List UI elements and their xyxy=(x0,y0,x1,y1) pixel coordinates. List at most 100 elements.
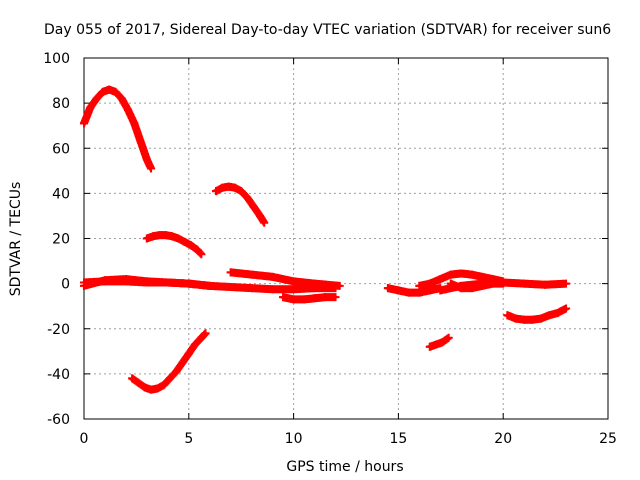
data-point xyxy=(499,279,508,288)
series-arc-6 xyxy=(80,275,214,290)
data-point xyxy=(180,237,189,246)
series-arc-7 xyxy=(226,268,344,290)
data-point xyxy=(467,284,476,293)
data-point xyxy=(457,284,466,293)
data-point xyxy=(321,293,330,302)
series-arc-4 xyxy=(128,329,210,394)
data-point xyxy=(130,119,139,128)
data-point xyxy=(247,284,256,293)
data-point xyxy=(289,295,298,304)
data-point xyxy=(165,374,174,383)
data-point xyxy=(488,279,497,288)
data-point xyxy=(134,378,143,387)
data-point xyxy=(186,241,195,250)
data-point xyxy=(394,286,403,295)
data-point xyxy=(147,385,156,394)
data-point xyxy=(201,329,210,338)
y-tick-label: 40 xyxy=(52,186,70,202)
series-arc-8 xyxy=(279,293,340,304)
y-tick-label: 20 xyxy=(52,232,70,248)
data-point xyxy=(467,270,476,279)
data-point xyxy=(520,279,529,288)
data-point xyxy=(117,94,126,103)
data-point xyxy=(335,281,344,290)
data-point xyxy=(438,338,447,347)
data-point xyxy=(163,278,172,287)
series-arc-12 xyxy=(446,279,508,293)
data-point xyxy=(415,281,424,290)
series-arc-1 xyxy=(80,85,156,173)
data-point xyxy=(249,202,258,211)
data-point xyxy=(511,314,520,323)
y-tick-label: 80 xyxy=(52,96,70,112)
data-point xyxy=(425,286,434,295)
series-arc-10 xyxy=(415,269,508,290)
data-point xyxy=(562,304,571,313)
data-point xyxy=(536,314,545,323)
x-tick-label: 5 xyxy=(184,431,193,447)
data-point xyxy=(100,276,109,285)
data-point xyxy=(436,275,445,284)
data-point xyxy=(218,183,227,192)
y-tick-label: 100 xyxy=(43,51,70,67)
data-point xyxy=(226,268,235,277)
y-tick-label: -60 xyxy=(47,412,70,428)
data-point xyxy=(541,280,550,289)
data-point xyxy=(268,285,277,294)
grid-lines xyxy=(84,58,608,419)
data-point xyxy=(128,374,137,383)
data-point xyxy=(86,103,95,112)
y-axis-label: SDTVAR / TECUs xyxy=(8,182,24,297)
y-tick-label: -20 xyxy=(47,322,70,338)
data-point xyxy=(310,294,319,303)
x-tick-label: 15 xyxy=(389,431,407,447)
data-point xyxy=(444,333,453,342)
data-point xyxy=(136,137,145,146)
data-point xyxy=(268,272,277,281)
data-point xyxy=(121,275,130,284)
series-arc-3 xyxy=(212,182,269,227)
data-point xyxy=(528,315,537,324)
data-point xyxy=(562,279,571,288)
data-point xyxy=(205,281,214,290)
y-tick-label: 0 xyxy=(61,277,70,293)
data-point xyxy=(197,250,206,259)
y-tick-label: -40 xyxy=(47,367,70,383)
data-point xyxy=(415,288,424,297)
data-point xyxy=(174,234,183,243)
data-point xyxy=(383,284,392,293)
data-point xyxy=(425,279,434,288)
x-tick-label: 20 xyxy=(494,431,512,447)
data-point xyxy=(478,272,487,281)
data-point xyxy=(197,333,206,342)
data-point xyxy=(142,277,151,286)
data-point xyxy=(520,315,529,324)
data-point xyxy=(178,358,187,367)
data-point xyxy=(124,105,133,114)
series-arc-14 xyxy=(503,304,571,324)
x-tick-label: 0 xyxy=(80,431,89,447)
data-point xyxy=(191,340,200,349)
x-tick-label: 10 xyxy=(285,431,303,447)
data-point xyxy=(289,285,298,294)
x-tick-label: 25 xyxy=(599,431,617,447)
data-point xyxy=(503,311,512,320)
series-arc-9 xyxy=(383,284,445,297)
data-point xyxy=(111,87,120,96)
data-point xyxy=(256,211,265,220)
data-point xyxy=(331,293,340,302)
data-point xyxy=(193,245,202,254)
data-point xyxy=(172,367,181,376)
data-point xyxy=(105,85,114,94)
data-point xyxy=(98,87,107,96)
data-point xyxy=(80,119,88,128)
data-point xyxy=(153,384,162,393)
data-point xyxy=(168,232,177,241)
data-point xyxy=(149,232,158,241)
data-point xyxy=(478,281,487,290)
chart-title: Day 055 of 2017, Sidereal Day-to-day VTE… xyxy=(44,22,611,38)
data-point xyxy=(300,295,309,304)
data-point xyxy=(243,193,252,202)
data-point xyxy=(184,279,193,288)
